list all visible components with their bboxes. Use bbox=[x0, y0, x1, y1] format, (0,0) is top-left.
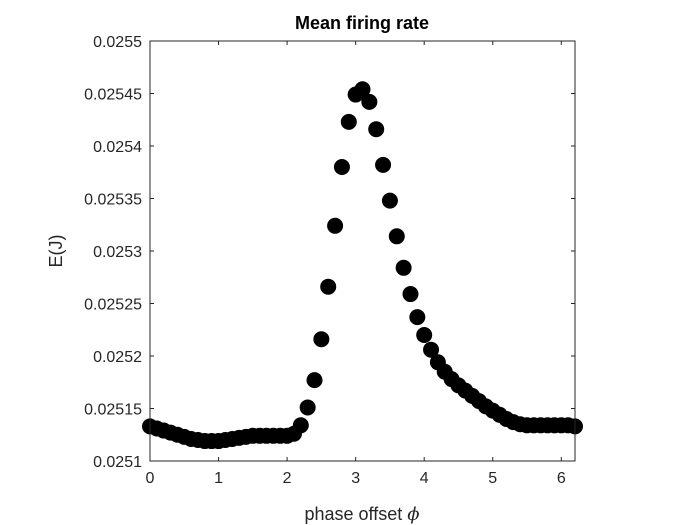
y-tick-label: 0.0255 bbox=[93, 34, 142, 51]
x-tick-label: 2 bbox=[283, 470, 292, 487]
x-axis-label: phase offset ϕ bbox=[304, 504, 419, 525]
data-point bbox=[333, 159, 350, 175]
y-tick-label: 0.0252 bbox=[93, 349, 142, 366]
x-tick-label: 4 bbox=[420, 470, 429, 487]
x-tick-label: 6 bbox=[557, 470, 566, 487]
data-point bbox=[313, 331, 330, 348]
data-point bbox=[395, 259, 412, 276]
plot-area bbox=[150, 41, 575, 461]
data-point bbox=[306, 372, 323, 389]
y-tick-label: 0.02545 bbox=[84, 87, 142, 104]
x-tick-label: 3 bbox=[351, 470, 360, 487]
y-tick-label: 0.02515 bbox=[84, 402, 142, 419]
data-point bbox=[381, 192, 398, 209]
y-tick-label: 0.02535 bbox=[84, 192, 142, 209]
data-point bbox=[327, 217, 344, 234]
y-axis-label: E(J) bbox=[46, 235, 66, 268]
y-tick-label: 0.0254 bbox=[93, 139, 142, 156]
data-points bbox=[142, 81, 583, 450]
data-point bbox=[320, 278, 337, 295]
data-point bbox=[292, 417, 309, 434]
x-tick-label: 0 bbox=[146, 470, 155, 487]
x-axis-label-symbol: ϕ bbox=[407, 504, 419, 525]
chart-title: Mean firing rate bbox=[295, 13, 429, 33]
data-point bbox=[388, 228, 405, 245]
x-tick-label: 5 bbox=[488, 470, 497, 487]
y-tick-label: 0.0253 bbox=[93, 244, 142, 261]
data-point bbox=[299, 399, 316, 416]
y-axis-ticks: 0.0251 0.02515 0.0252 0.02525 0.0253 0.02535 0… bbox=[84, 34, 575, 471]
x-tick-label: 1 bbox=[214, 470, 223, 487]
data-point bbox=[368, 121, 385, 138]
y-tick-label: 0.0251 bbox=[93, 454, 142, 471]
data-point bbox=[409, 309, 426, 326]
data-point bbox=[361, 93, 378, 110]
data-point bbox=[375, 156, 392, 173]
data-point bbox=[416, 327, 433, 343]
data-point bbox=[423, 341, 440, 358]
data-point bbox=[340, 113, 357, 130]
x-axis-label-text: phase offset bbox=[304, 504, 402, 524]
x-axis-ticks: 0 1 2 3 4 5 6 bbox=[146, 41, 566, 487]
data-point bbox=[402, 286, 419, 303]
y-tick-label: 0.02525 bbox=[84, 297, 142, 314]
data-point bbox=[354, 81, 371, 98]
